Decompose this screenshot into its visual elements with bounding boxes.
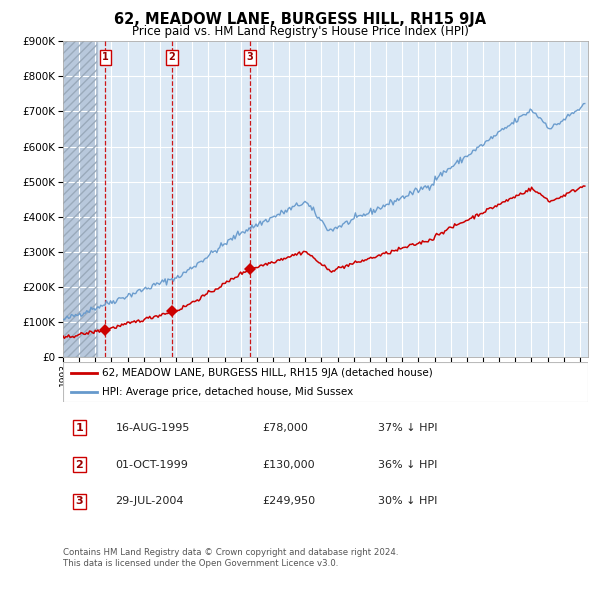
Text: 16-AUG-1995: 16-AUG-1995 (115, 423, 190, 433)
Text: 37% ↓ HPI: 37% ↓ HPI (378, 423, 437, 433)
Text: This data is licensed under the Open Government Licence v3.0.: This data is licensed under the Open Gov… (63, 559, 338, 568)
Text: £130,000: £130,000 (263, 460, 315, 470)
Text: 62, MEADOW LANE, BURGESS HILL, RH15 9JA: 62, MEADOW LANE, BURGESS HILL, RH15 9JA (114, 12, 486, 27)
Text: HPI: Average price, detached house, Mid Sussex: HPI: Average price, detached house, Mid … (103, 386, 353, 396)
Text: 30% ↓ HPI: 30% ↓ HPI (378, 496, 437, 506)
Bar (63, 41, 97, 357)
Text: £78,000: £78,000 (263, 423, 308, 433)
Text: 01-OCT-1999: 01-OCT-1999 (115, 460, 188, 470)
Text: 29-JUL-2004: 29-JUL-2004 (115, 496, 184, 506)
Bar (63, 41, 97, 357)
Text: Price paid vs. HM Land Registry's House Price Index (HPI): Price paid vs. HM Land Registry's House … (131, 25, 469, 38)
Text: 2: 2 (169, 52, 175, 62)
Text: 2: 2 (76, 460, 83, 470)
Text: 36% ↓ HPI: 36% ↓ HPI (378, 460, 437, 470)
Text: 1: 1 (102, 52, 109, 62)
Text: 1: 1 (76, 423, 83, 433)
Text: 62, MEADOW LANE, BURGESS HILL, RH15 9JA (detached house): 62, MEADOW LANE, BURGESS HILL, RH15 9JA … (103, 368, 433, 378)
Text: 3: 3 (247, 52, 253, 62)
Text: £249,950: £249,950 (263, 496, 316, 506)
FancyBboxPatch shape (63, 362, 588, 402)
Text: 3: 3 (76, 496, 83, 506)
Text: Contains HM Land Registry data © Crown copyright and database right 2024.: Contains HM Land Registry data © Crown c… (63, 548, 398, 556)
